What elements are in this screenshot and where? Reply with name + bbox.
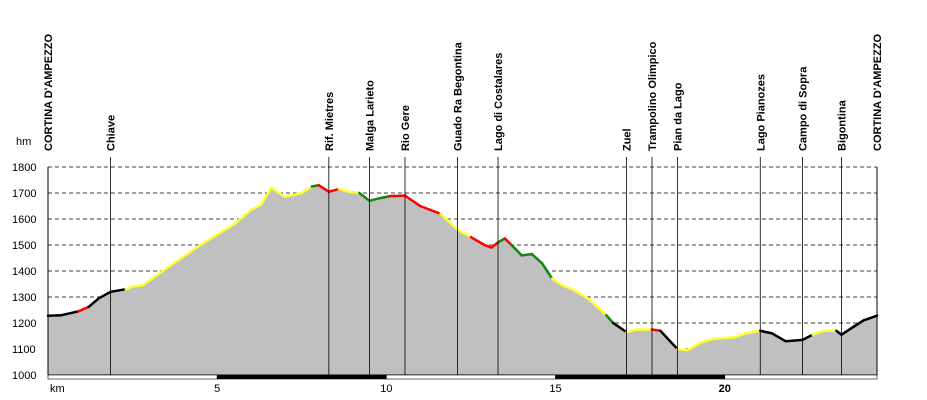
profile-segment [403,194,422,208]
waypoint-label: Guado Ra Begontina [452,41,464,151]
y-tick-label: 1200 [12,318,36,330]
profile-segment [801,333,814,342]
scale-bar-block [724,374,878,380]
waypoint-label: Lago di Costalares [493,53,505,151]
profile-segment [270,186,287,199]
waypoint-label: Trampolino Olimpico [647,41,659,151]
waypoint-label: CORTINA D'AMPEZZO [43,33,55,151]
elevation-area [48,185,877,375]
profile-segment [347,190,361,195]
profile-segment [770,332,787,343]
profile-segment [759,329,774,335]
profile-segment [852,319,865,329]
y-tick-label: 1300 [12,292,36,304]
profile-segment [862,314,879,322]
profile-segment [368,196,381,203]
profile-segment [625,328,639,334]
y-tick-label: 1500 [12,240,36,252]
profile-segment [249,203,263,212]
scale-bar-block [386,374,556,380]
waypoint-markers [110,157,842,375]
profile-segment [510,243,523,257]
waypoint-label: Bigontina [836,99,848,151]
waypoint-label: Malga Larieto [364,80,376,151]
x-unit-label: km [50,383,65,395]
x-tick-label: 5 [214,383,220,395]
y-tick-label: 1700 [12,188,36,200]
profile-segment [87,297,101,309]
profile-segment [743,329,762,335]
waypoint-label: CORTINA D'AMPEZZO [872,33,884,151]
profile-segment [571,287,591,301]
profile-segment [456,228,473,239]
waypoint-label: Pian da Lago [672,82,684,151]
profile-segment [605,313,615,325]
profile-segment [490,241,500,249]
profile-segment [358,191,371,203]
scale-bar-block [555,374,726,380]
profile-segment [840,325,855,336]
profile-segment [713,336,737,340]
scale-bar-block [216,374,387,380]
profile-segment [77,305,90,313]
profile-segment [550,277,564,287]
profile-segment [327,187,341,193]
profile-segment [259,186,273,206]
profile-segment [388,194,407,198]
x-tick-label: 15 [549,383,561,395]
y-tick-label: 1800 [12,162,36,174]
profile-segment [378,194,392,200]
profile-segment [97,290,112,300]
x-tick-label: 20 [719,383,731,395]
profile-segment [676,347,689,352]
profile-segment [784,338,804,343]
y-tick-label: 1100 [12,344,36,356]
profile-segment [469,235,486,247]
profile-segment [300,185,314,195]
waypoint-label: Chiave [106,115,118,151]
profile-segment [109,287,128,294]
axes: 1000 1100 1200 1300 1400 1500 1600 1700 1800 5 10 1… [12,162,878,395]
profile-segment [317,183,331,193]
profile-segment [496,237,507,244]
profile-segment [503,237,513,247]
waypoint-label: Lago Pianozes [755,74,767,151]
profile-segment [418,204,442,216]
elevation-profile-line [46,183,879,352]
profile-segment [659,329,679,351]
waypoint-label: Campo di Sopra [798,66,810,151]
profile-segment [733,332,747,339]
profile-segment [141,267,168,287]
scale-bar-block [47,374,218,380]
profile-segment [283,191,304,199]
profile-segment [540,261,554,281]
profile-segment [686,341,703,352]
waypoint-label: Rif. Mietres [324,92,336,151]
profile-segment [520,252,534,257]
profile-segment [439,212,459,231]
y-tick-label: 1600 [12,214,36,226]
waypoint-label: Zuel [622,128,634,151]
profile-segment [588,298,608,317]
profile-segment [561,284,574,291]
profile-segment [199,222,236,247]
profile-segment [60,310,80,317]
profile-segment [337,187,351,193]
profile-segment [530,252,544,265]
profile-segment [131,284,144,288]
waypoint-labels: CORTINA D'AMPEZZO Chiave Rif. Mietres Malga… [43,33,884,151]
y-tick-label: 1000 [12,370,36,382]
profile-segment [811,329,825,336]
profile-segment [611,321,628,334]
profile-segment [165,243,202,270]
y-unit-label: hm [16,136,31,148]
x-tick-label: 10 [380,383,392,395]
y-tick-label: 1400 [12,266,36,278]
profile-segment [650,328,662,333]
profile-segment [232,208,253,226]
waypoint-label: Rio Gere [400,105,412,151]
profile-segment [699,337,716,344]
profile-segment [46,313,63,317]
